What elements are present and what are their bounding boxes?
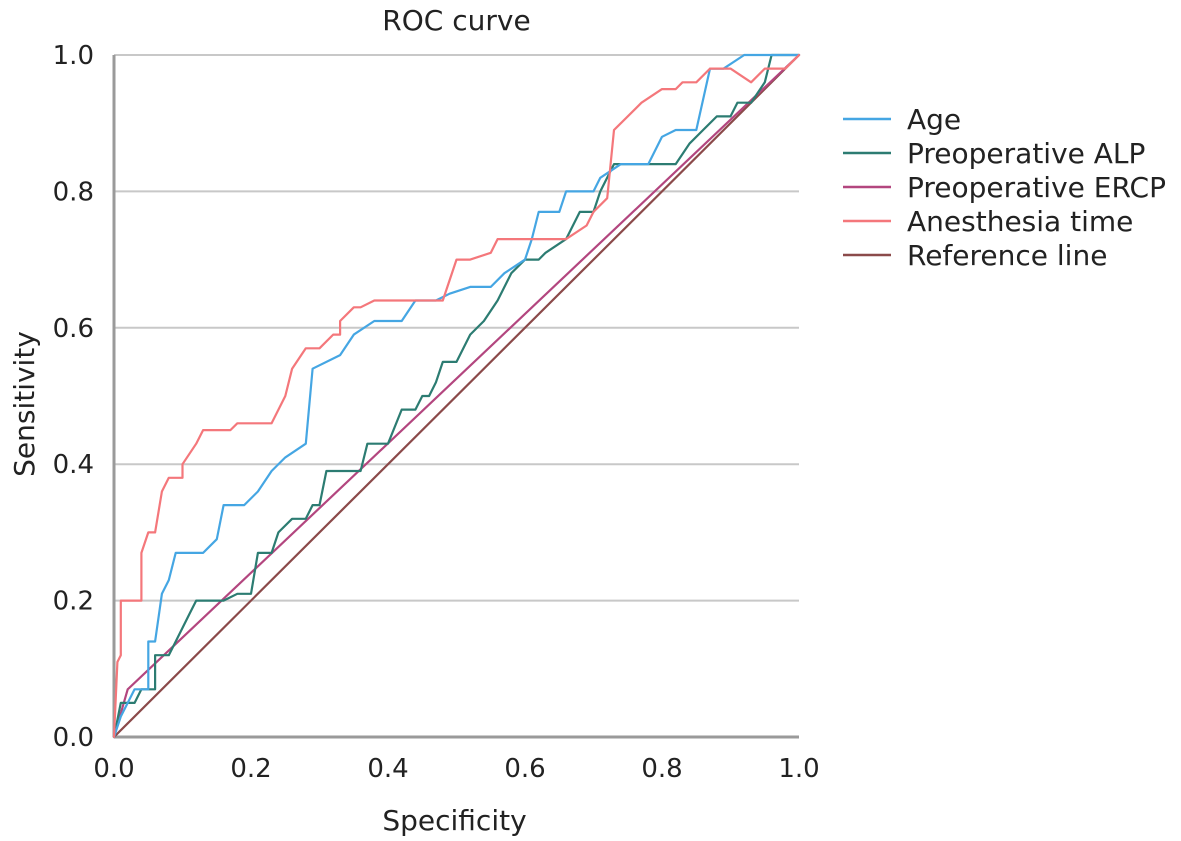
- x-tick-label: 0.6: [504, 754, 545, 784]
- chart-title: ROC curve: [382, 4, 530, 37]
- legend-label-preoperative-alp: Preoperative ALP: [907, 137, 1145, 170]
- series-line-preoperative-alp: [112, 53, 801, 739]
- y-axis-title: Sensitivity: [8, 331, 41, 477]
- legend-label-reference-line: Reference line: [907, 239, 1107, 272]
- x-tick-labels: 0.0 0.2 0.4 0.6 0.8 1.0: [93, 754, 819, 784]
- y-tick-label: 0.2: [53, 587, 94, 617]
- y-tick-labels: 0.0 0.2 0.4 0.6 0.8 1.0: [53, 41, 94, 753]
- legend-label-anesthesia-time: Anesthesia time: [907, 205, 1133, 238]
- x-tick-label: 0.2: [230, 754, 271, 784]
- legend-label-age: Age: [907, 103, 961, 136]
- y-tick-label: 0.8: [53, 177, 94, 207]
- x-tick-label: 0.4: [367, 754, 408, 784]
- grid-lines: [114, 54, 799, 602]
- legend-label-preoperative-ercp: Preoperative ERCP: [907, 171, 1166, 204]
- series-line-anesthesia-time: [112, 53, 801, 739]
- x-axis-title: Specificity: [382, 804, 526, 837]
- x-tick-label: 0.8: [641, 754, 682, 784]
- y-tick-label: 0.0: [53, 723, 94, 753]
- x-tick-label: 0.0: [93, 754, 134, 784]
- axes: [112, 55, 799, 739]
- series-line-reference-line: [112, 53, 801, 739]
- series-line-age: [112, 53, 801, 739]
- series-lines: [112, 53, 801, 739]
- y-tick-label: 0.6: [53, 314, 94, 344]
- x-tick-label: 1.0: [778, 754, 819, 784]
- y-tick-label: 0.4: [53, 450, 94, 480]
- y-tick-label: 1.0: [53, 41, 94, 71]
